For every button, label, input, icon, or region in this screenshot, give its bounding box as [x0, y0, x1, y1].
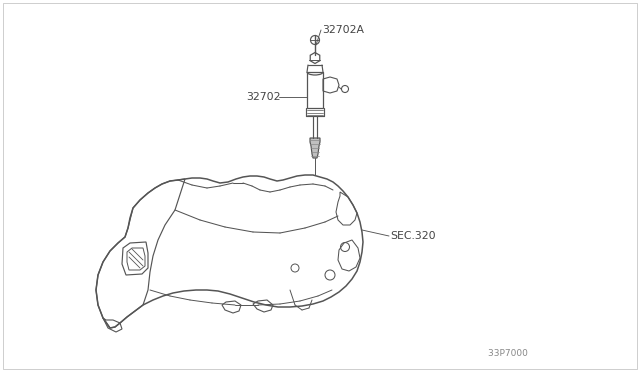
Text: 32702: 32702	[246, 92, 280, 102]
Text: 33P7000: 33P7000	[488, 349, 531, 357]
Text: SEC.320: SEC.320	[390, 231, 436, 241]
Text: 32702A: 32702A	[322, 25, 364, 35]
Polygon shape	[310, 138, 320, 158]
